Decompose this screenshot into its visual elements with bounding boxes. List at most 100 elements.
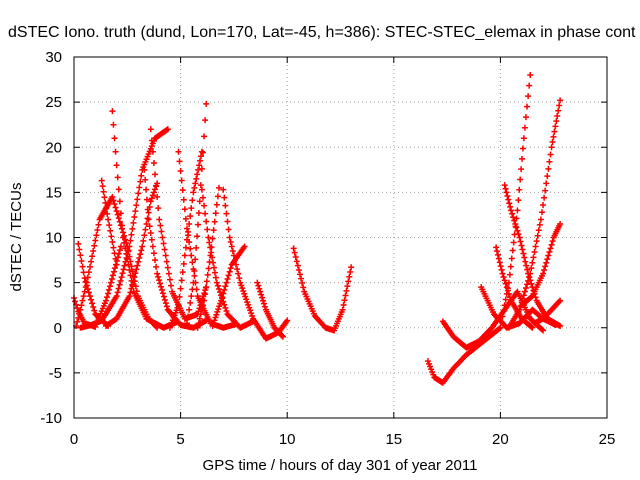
data-point-marker — [520, 292, 527, 299]
data-point-marker — [161, 246, 168, 253]
data-point-marker — [293, 258, 300, 265]
data-point-marker — [82, 278, 89, 285]
data-point-marker — [244, 299, 251, 306]
data-point-marker — [520, 135, 527, 142]
data-point-marker — [203, 278, 210, 285]
data-point-marker — [94, 226, 101, 233]
data-point-marker — [153, 263, 160, 270]
data-point-marker — [203, 100, 210, 107]
data-point-marker — [510, 214, 517, 221]
data-point-marker — [219, 294, 226, 301]
data-point-marker — [79, 297, 86, 304]
data-point-marker — [197, 153, 204, 160]
data-point-marker — [208, 249, 215, 256]
data-point-marker — [524, 281, 531, 288]
data-point-marker — [130, 219, 137, 226]
data-point-marker — [238, 282, 245, 289]
x-tick-label: 25 — [599, 431, 616, 448]
data-point-marker — [127, 289, 134, 296]
data-point-marker — [529, 324, 536, 331]
data-point-marker — [239, 285, 246, 292]
data-point-marker — [514, 227, 521, 234]
data-point-marker — [504, 285, 511, 292]
data-arc — [166, 148, 205, 331]
data-point-marker — [179, 187, 186, 194]
data-point-marker — [179, 269, 186, 276]
data-point-marker — [290, 245, 297, 252]
data-point-marker — [523, 262, 530, 269]
data-point-marker — [192, 256, 199, 263]
data-point-marker — [525, 277, 532, 284]
data-point-marker — [204, 271, 211, 278]
data-point-marker — [210, 259, 217, 266]
data-point-marker — [494, 251, 501, 258]
data-point-marker — [133, 202, 140, 209]
data-point-marker — [198, 148, 205, 155]
data-point-marker — [557, 220, 564, 227]
data-point-marker — [526, 274, 533, 281]
data-point-marker — [115, 285, 122, 292]
data-point-marker — [343, 287, 350, 294]
data-point-marker — [234, 266, 241, 273]
data-point-marker — [499, 313, 506, 320]
data-point-marker — [144, 206, 151, 213]
data-point-marker — [125, 261, 132, 268]
data-point-marker — [139, 243, 146, 250]
data-point-marker — [542, 187, 549, 194]
x-tick-label: 15 — [385, 431, 402, 448]
data-point-marker — [510, 239, 517, 246]
data-point-marker — [118, 274, 125, 281]
data-point-marker — [201, 133, 208, 140]
data-point-marker — [193, 175, 200, 182]
y-tick-label: 0 — [54, 320, 62, 337]
data-point-marker — [86, 293, 93, 300]
data-point-marker — [194, 221, 201, 228]
data-point-marker — [159, 290, 166, 297]
data-point-marker — [503, 290, 510, 297]
data-point-marker — [548, 144, 555, 151]
data-point-marker — [245, 301, 252, 308]
data-point-marker — [129, 225, 136, 232]
data-point-marker — [106, 283, 113, 290]
data-point-marker — [206, 239, 213, 246]
data-point-marker — [202, 117, 209, 124]
data-point-marker — [194, 324, 201, 331]
data-point-marker — [148, 137, 155, 144]
data-point-marker — [213, 311, 220, 318]
data-point-marker — [76, 310, 83, 317]
data-point-marker — [144, 215, 151, 222]
data-point-marker — [299, 279, 306, 286]
data-point-marker — [226, 234, 233, 241]
data-point-marker — [165, 270, 172, 277]
data-point-marker — [295, 266, 302, 273]
data-point-marker — [525, 93, 532, 100]
data-point-marker — [524, 103, 531, 110]
data-point-marker — [168, 282, 175, 289]
data-point-marker — [122, 245, 129, 252]
data-point-marker — [143, 220, 150, 227]
data-point-marker — [120, 229, 127, 236]
data-point-marker — [164, 126, 171, 133]
data-point-marker — [114, 289, 121, 296]
data-point-marker — [116, 247, 123, 254]
data-point-marker — [497, 263, 504, 270]
data-point-marker — [345, 278, 352, 285]
data-point-marker — [279, 333, 286, 340]
data-point-marker — [127, 272, 134, 279]
data-point-marker — [224, 218, 231, 225]
data-point-marker — [202, 284, 209, 291]
data-point-marker — [105, 216, 112, 223]
data-point-marker — [211, 218, 218, 225]
data-point-marker — [516, 186, 523, 193]
data-point-marker — [79, 263, 86, 270]
data-point-marker — [78, 302, 85, 309]
data-point-marker — [210, 320, 217, 327]
data-point-marker — [90, 248, 97, 255]
data-point-marker — [116, 281, 123, 288]
data-point-marker — [255, 282, 262, 289]
data-point-marker — [517, 176, 524, 183]
data-point-marker — [213, 201, 220, 208]
data-point-marker — [348, 264, 355, 271]
data-point-marker — [527, 270, 534, 277]
data-point-marker — [545, 165, 552, 172]
